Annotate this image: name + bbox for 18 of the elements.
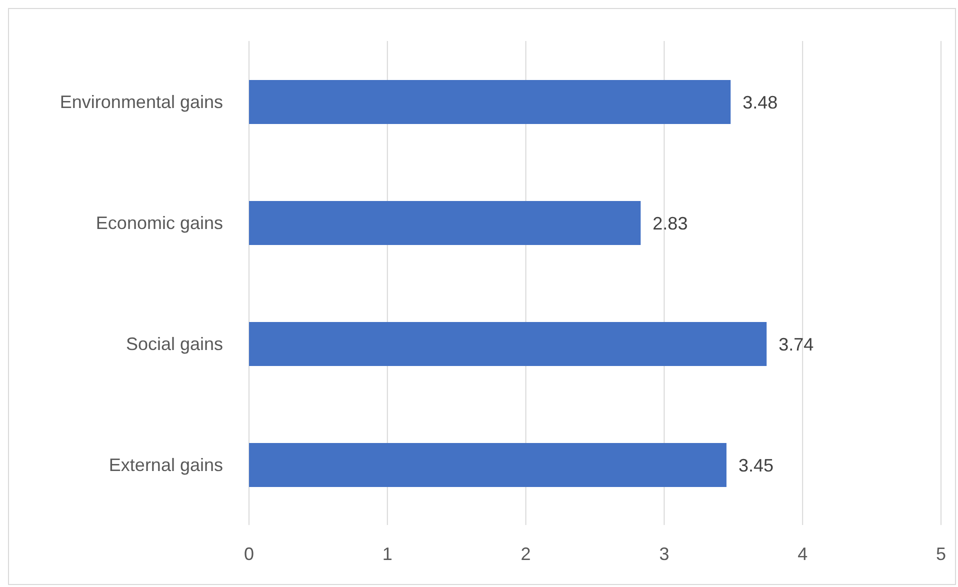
- bar: [249, 80, 731, 124]
- x-tick-label: 1: [382, 544, 392, 564]
- y-tick-label: Economic gains: [96, 212, 223, 233]
- data-label: 3.48: [742, 92, 778, 112]
- bar: [249, 322, 767, 366]
- bar: [249, 201, 641, 245]
- data-label: 3.74: [778, 334, 814, 354]
- data-label: 3.45: [738, 455, 774, 476]
- x-tick-label: 0: [244, 544, 254, 564]
- data-label: 2.83: [652, 213, 688, 234]
- x-tick-label: 2: [520, 544, 531, 564]
- y-tick-label: Social gains: [126, 334, 223, 354]
- bar: [249, 443, 726, 487]
- x-tick-label: 4: [798, 544, 808, 564]
- y-tick-label: Environmental gains: [60, 92, 223, 112]
- x-tick-label: 5: [936, 544, 946, 564]
- x-tick-label: 3: [659, 544, 670, 564]
- y-tick-label: External gains: [108, 454, 223, 475]
